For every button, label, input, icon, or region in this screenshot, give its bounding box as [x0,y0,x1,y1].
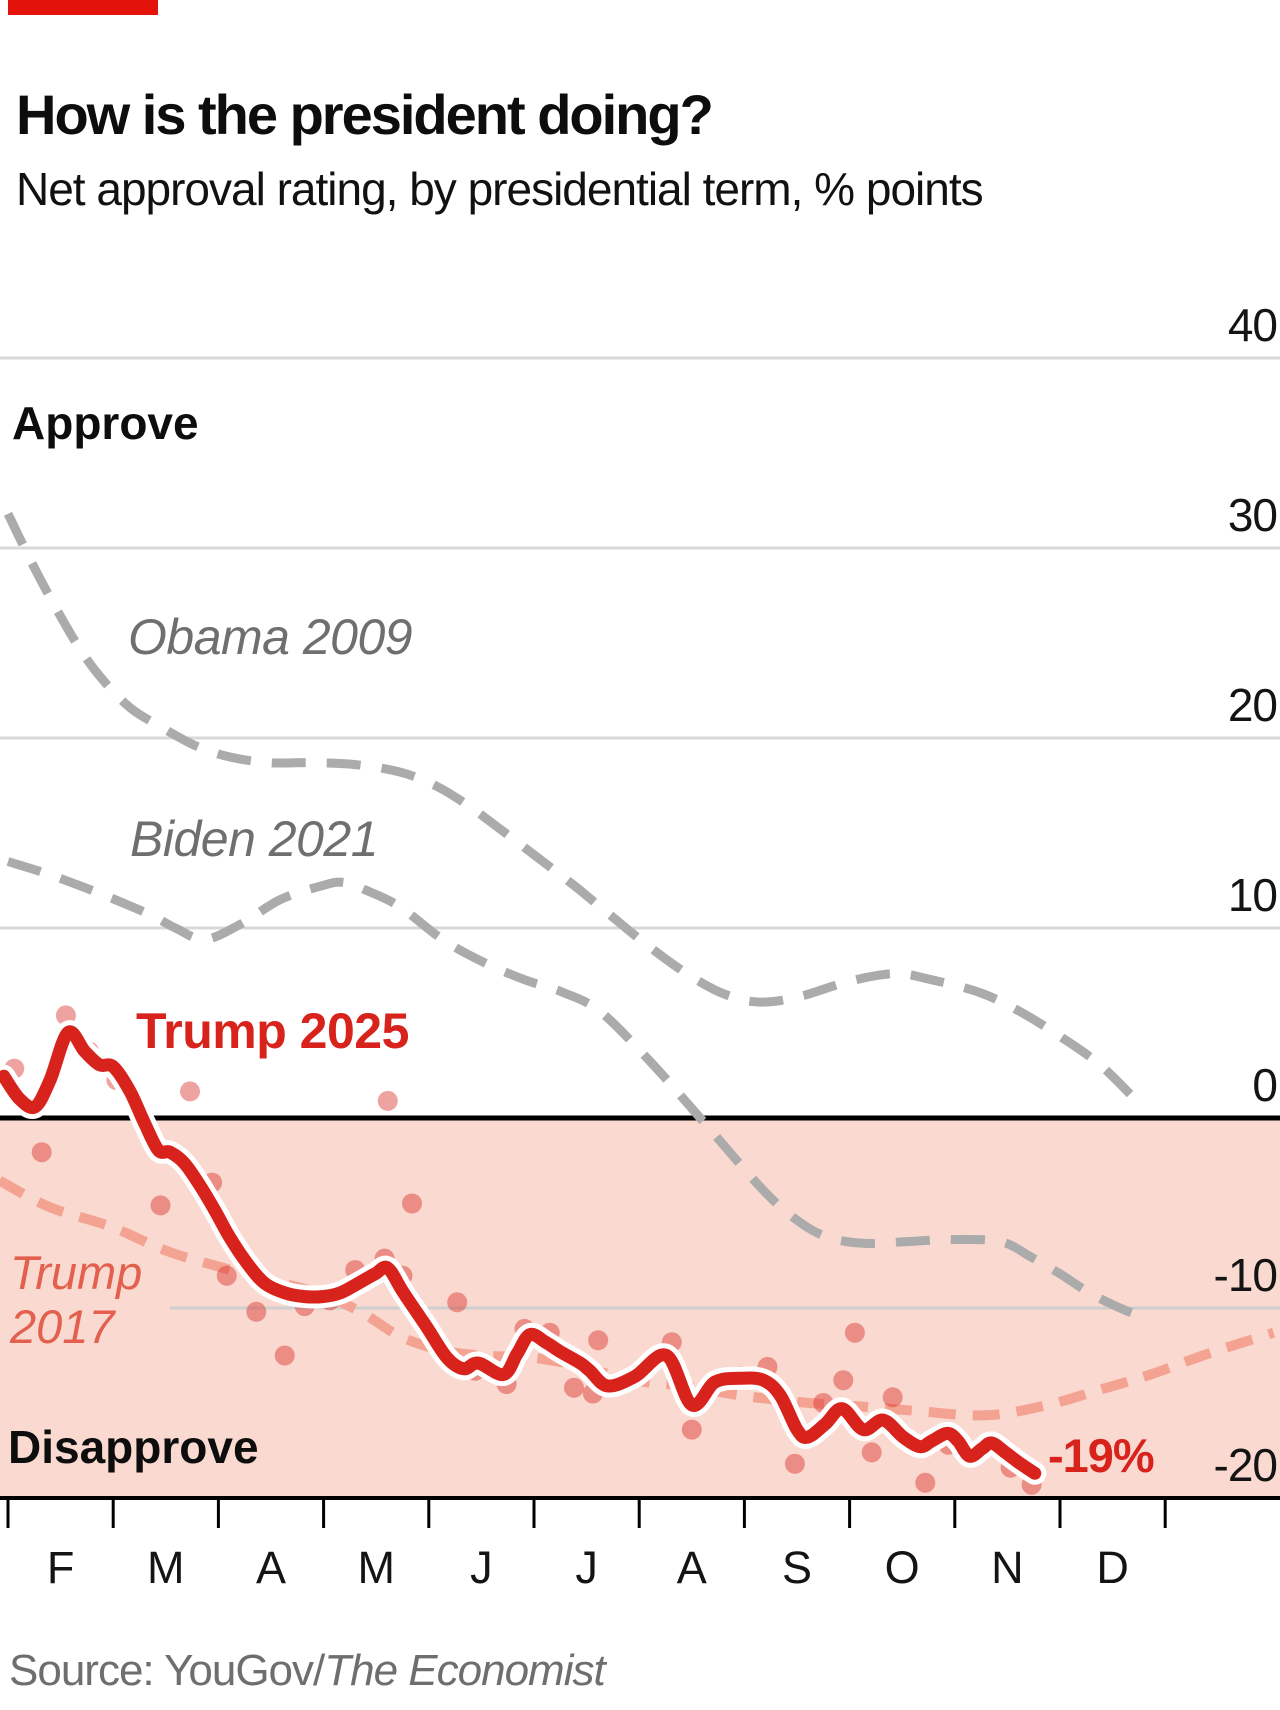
poll-dot-33 [833,1370,854,1391]
poll-dot-1 [31,1142,52,1163]
y-axis-label-30: 30 [1227,489,1278,541]
poll-dot-28 [681,1419,702,1440]
poll-dot-18 [402,1193,422,1214]
series-label-trump-2025: Trump 2025 [136,1003,409,1059]
poll-dot-10 [246,1301,267,1322]
economist-red-bar [8,0,158,15]
line-trump2025 [0,1025,1042,1480]
y-axis-label-10: 10 [1227,869,1278,921]
poll-dot-16 [377,1090,398,1111]
poll-dot-36 [882,1387,903,1408]
month-label-10-D: D [1096,1542,1129,1593]
poll-dot-7 [180,1081,200,1102]
source-prefix: Source: YouGov/ [9,1646,325,1695]
y-axis-label-20: 20 [1227,679,1278,731]
poll-dot-9 [216,1265,237,1286]
series-label-obama-2009: Obama 2009 [128,609,413,665]
series-label-trump-2017-line1: Trump [10,1246,143,1299]
y-axis-label-40: 40 [1227,299,1278,351]
disapprove-zone-label: Disapprove [8,1421,259,1473]
line-biden2021 [6,857,1151,1324]
line-trump2017 [0,1176,1276,1421]
month-label-7-S: S [781,1542,813,1593]
month-label-2-A: A [255,1542,287,1593]
series-label-trump-2017-line2: 2017 [10,1300,115,1353]
month-label-3-M: M [357,1542,395,1593]
month-label-1-M: M [147,1542,185,1593]
month-label-8-O: O [884,1542,920,1593]
chart-subtitle: Net approval rating, by presidential ter… [16,163,984,215]
poll-dot-24 [564,1377,584,1398]
poll-dot-37 [915,1472,936,1493]
y-axis-label--10: -10 [1213,1249,1278,1301]
month-label-5-J: J [575,1542,598,1593]
approve-zone-label: Approve [12,397,199,449]
month-label-4-J: J [470,1542,493,1593]
y-axis-label-0: 0 [1252,1059,1278,1111]
poll-dot-31 [784,1453,805,1474]
source-publication: The Economist [324,1646,605,1695]
y-axis-label--20: -20 [1213,1439,1278,1491]
poll-dot-6 [150,1195,171,1216]
month-label-9-N: N [991,1542,1024,1593]
month-label-0-F: F [46,1542,75,1593]
poll-dot-34 [844,1322,865,1343]
series-label-trump-2017: Trump 2017 [10,1246,142,1354]
trump-2025-end-value: -19% [1048,1429,1155,1482]
series-label-biden-2021: Biden 2021 [130,811,379,867]
poll-dot-19 [447,1292,468,1313]
line-obama2009 [3,511,1140,1105]
poll-dot-35 [861,1442,882,1463]
month-label-6-A: A [676,1542,707,1593]
poll-dot-26 [588,1330,609,1351]
source-line: Source: YouGov/The Economist [9,1646,606,1696]
poll-dot-11 [274,1345,295,1366]
page-title: How is the president doing? [16,82,714,146]
